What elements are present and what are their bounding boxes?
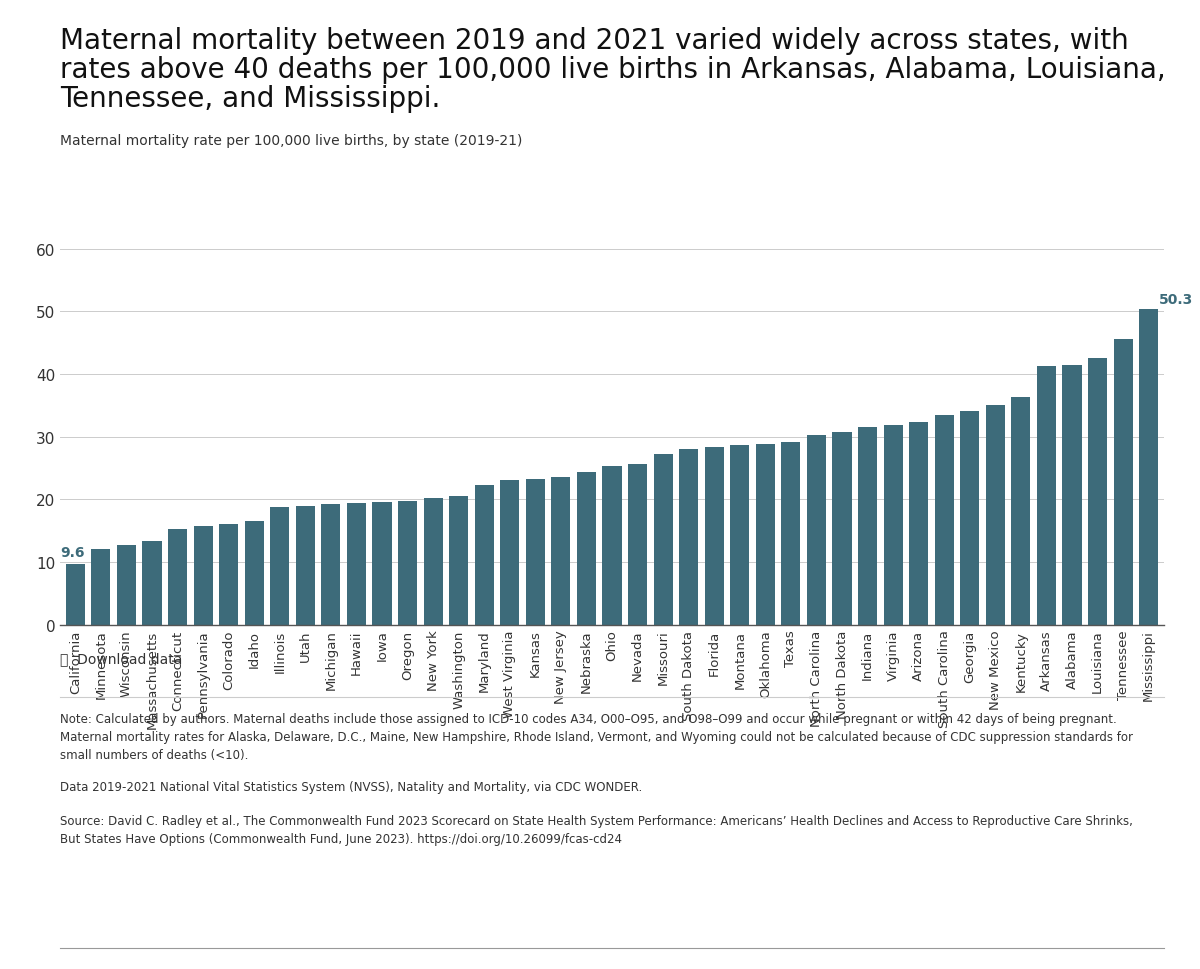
Bar [858,427,877,625]
Bar [424,498,443,625]
Bar [1139,310,1158,625]
Bar [654,454,673,625]
Bar [449,497,468,625]
Bar [168,530,187,625]
Bar [270,508,289,625]
Bar [551,478,570,625]
Bar [577,473,596,625]
Bar [806,436,826,625]
Text: Maternal mortality rate per 100,000 live births, by state (2019-21): Maternal mortality rate per 100,000 live… [60,134,522,147]
Bar [66,565,85,625]
Bar [398,502,418,625]
Bar [295,507,314,625]
Bar [193,526,212,625]
Bar [756,445,775,625]
Bar [1012,397,1031,625]
Bar [372,503,391,625]
Bar [910,422,929,625]
Bar [1114,339,1133,625]
Bar [883,426,902,625]
Text: Note: Calculated by authors. Maternal deaths include those assigned to ICD-10 co: Note: Calculated by authors. Maternal de… [60,712,1133,762]
Bar [602,467,622,625]
Bar [833,433,852,625]
Bar [347,504,366,625]
Bar [730,446,749,625]
Text: Data 2019-2021 National Vital Statistics System (NVSS), Natality and Mortality, : Data 2019-2021 National Vital Statistics… [60,780,642,793]
Bar [116,546,136,625]
Text: Source: David C. Radley et al., The Commonwealth Fund 2023 Scorecard on State He: Source: David C. Radley et al., The Comm… [60,814,1133,845]
Bar [985,405,1004,625]
Bar [245,521,264,625]
Text: ⤓  Download data: ⤓ Download data [60,651,182,665]
Text: Maternal mortality between 2019 and 2021 varied widely across states, with: Maternal mortality between 2019 and 2021… [60,27,1129,55]
Bar [781,442,800,625]
Bar [704,448,724,625]
Text: rates above 40 deaths per 100,000 live births in Arkansas, Alabama, Louisiana,: rates above 40 deaths per 100,000 live b… [60,56,1165,84]
Bar [475,485,494,625]
Bar [960,412,979,625]
Bar [220,524,239,625]
Bar [679,450,698,625]
Bar [1037,367,1056,625]
Bar [628,464,647,625]
Bar [143,542,162,625]
Text: 50.3: 50.3 [1159,293,1193,307]
Text: 9.6: 9.6 [60,546,85,560]
Bar [526,480,545,625]
Bar [500,481,520,625]
Bar [91,549,110,625]
Text: Tennessee, and Mississippi.: Tennessee, and Mississippi. [60,85,440,113]
Bar [322,505,341,625]
Bar [1088,359,1108,625]
Bar [935,416,954,625]
Bar [1062,365,1081,625]
